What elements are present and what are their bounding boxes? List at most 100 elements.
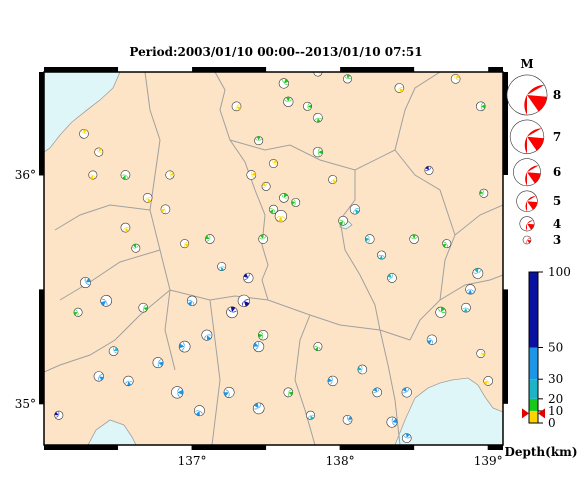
focal-mechanism-event bbox=[100, 295, 112, 307]
focal-mechanism-event bbox=[186, 295, 198, 306]
focal-mechanism-event bbox=[279, 193, 289, 203]
focal-mechanism-event bbox=[327, 375, 338, 387]
focal-mechanism-event bbox=[252, 402, 265, 415]
focal-mechanism-event bbox=[88, 170, 98, 180]
focal-mechanism-event bbox=[123, 375, 134, 387]
focal-mechanism-event bbox=[73, 307, 83, 317]
focal-mechanism-event bbox=[171, 386, 184, 399]
lon-tick-label: 139° bbox=[474, 454, 503, 468]
depth-band bbox=[529, 398, 538, 411]
focal-mechanism-event bbox=[93, 371, 104, 382]
depth-tick-label: 50 bbox=[548, 341, 563, 355]
depth-tick-label: 10 bbox=[548, 404, 563, 418]
focal-mechanism-event bbox=[254, 136, 264, 146]
depth-color-bands bbox=[529, 272, 538, 423]
focal-mechanism-event bbox=[178, 340, 191, 353]
focal-mechanism-event bbox=[349, 204, 361, 215]
frame-bar-bottom bbox=[488, 445, 503, 450]
depth-tick-label: 0 bbox=[548, 416, 556, 430]
depth-band bbox=[529, 379, 538, 399]
sea-area-north bbox=[44, 72, 121, 153]
focal-mechanism-event bbox=[401, 433, 412, 443]
depth-band bbox=[529, 272, 538, 348]
focal-mechanism-event bbox=[450, 74, 461, 84]
focal-mechanism-event bbox=[165, 170, 175, 180]
magnitude-legend-label: 8 bbox=[553, 88, 561, 102]
depth-tick-label: 100 bbox=[548, 265, 571, 279]
magnitude-legend-label: 6 bbox=[553, 165, 561, 179]
focal-mechanism-event bbox=[386, 416, 398, 428]
lon-tick-label: 137° bbox=[178, 454, 207, 468]
frame-bar-left bbox=[39, 289, 44, 404]
focal-mechanism-event bbox=[475, 101, 486, 112]
magnitude-legend-beachball bbox=[516, 190, 538, 212]
focal-mechanism-event bbox=[205, 234, 215, 244]
frame-bar-bottom bbox=[340, 445, 415, 450]
focal-mechanism-event bbox=[465, 284, 476, 295]
focal-mechanism-event bbox=[201, 329, 213, 341]
frame-bar-right bbox=[503, 289, 508, 404]
frame-bar-bottom bbox=[192, 445, 267, 450]
magnitude-legend-label: 4 bbox=[553, 217, 561, 231]
focal-mechanism-event bbox=[217, 262, 227, 271]
magnitude-legend-label: 5 bbox=[553, 194, 561, 208]
land-area bbox=[44, 72, 503, 445]
focal-mechanism-event bbox=[237, 294, 251, 307]
focal-mechanism-event bbox=[142, 193, 153, 203]
map-frame bbox=[43, 71, 504, 446]
lat-tick-label: 35° bbox=[15, 397, 36, 411]
focal-mechanism-event bbox=[79, 277, 91, 289]
frame-bar-top bbox=[340, 67, 415, 72]
focal-mechanism-event bbox=[160, 204, 171, 215]
frame-bar-top bbox=[44, 67, 119, 72]
focal-mechanism-event bbox=[387, 273, 397, 283]
frame-bar-right bbox=[503, 72, 508, 175]
focal-mechanism-event bbox=[483, 376, 494, 386]
focal-mechanism-event bbox=[226, 306, 238, 319]
earthquake-events bbox=[54, 72, 494, 443]
focal-mechanism-event bbox=[258, 234, 268, 244]
focal-mechanism-event bbox=[108, 346, 119, 356]
frame-bar-left bbox=[39, 72, 44, 175]
frame-bar-top bbox=[192, 67, 267, 72]
focal-mechanism-event bbox=[257, 330, 269, 341]
focal-mechanism-event bbox=[476, 348, 486, 358]
lat-tick-label: 36° bbox=[15, 168, 36, 182]
depth-band bbox=[529, 410, 538, 423]
focal-mechanism-event bbox=[261, 181, 271, 191]
focal-mechanism-event bbox=[394, 83, 405, 93]
magnitude-legend-beachball bbox=[519, 216, 535, 232]
magnitude-legend-label: 7 bbox=[553, 130, 561, 144]
magnitude-legend: M 8 7 6 5 4 3 bbox=[506, 57, 561, 247]
depth-scale-title: Depth(km) bbox=[504, 445, 577, 459]
magnitude-legend-beachball bbox=[509, 119, 545, 154]
focal-mechanism-event bbox=[372, 387, 382, 398]
focal-mechanism-event bbox=[343, 74, 353, 84]
frame-bar-bottom bbox=[44, 445, 119, 450]
focal-mechanism-event bbox=[246, 170, 257, 180]
focal-mechanism-event bbox=[243, 272, 254, 284]
focal-mechanism-event bbox=[269, 159, 278, 169]
focal-mechanism-event bbox=[79, 128, 89, 139]
focal-mechanism-event bbox=[120, 170, 131, 180]
focal-mechanism-event bbox=[283, 96, 294, 107]
focal-mechanism-event bbox=[338, 215, 348, 226]
depth-tick-label: 30 bbox=[548, 372, 563, 386]
focal-mechanism-event bbox=[231, 101, 242, 112]
focal-mechanism-event bbox=[303, 101, 313, 111]
focal-mechanism-event bbox=[342, 415, 353, 425]
focal-mechanism-event bbox=[253, 341, 265, 353]
focal-mechanism-event bbox=[424, 165, 434, 175]
focal-mechanism-event bbox=[54, 410, 64, 420]
focal-mechanism-event bbox=[313, 112, 323, 123]
focal-mechanism-event bbox=[442, 239, 452, 249]
magnitude-legend-title: M bbox=[520, 57, 533, 71]
focal-mechanism-event bbox=[180, 239, 190, 249]
magnitude-legend-label: 3 bbox=[553, 233, 561, 247]
map-area bbox=[39, 67, 508, 450]
focal-mechanism-event bbox=[364, 234, 375, 244]
focal-mechanism-event bbox=[409, 234, 419, 244]
focal-mechanism-event bbox=[269, 204, 278, 214]
